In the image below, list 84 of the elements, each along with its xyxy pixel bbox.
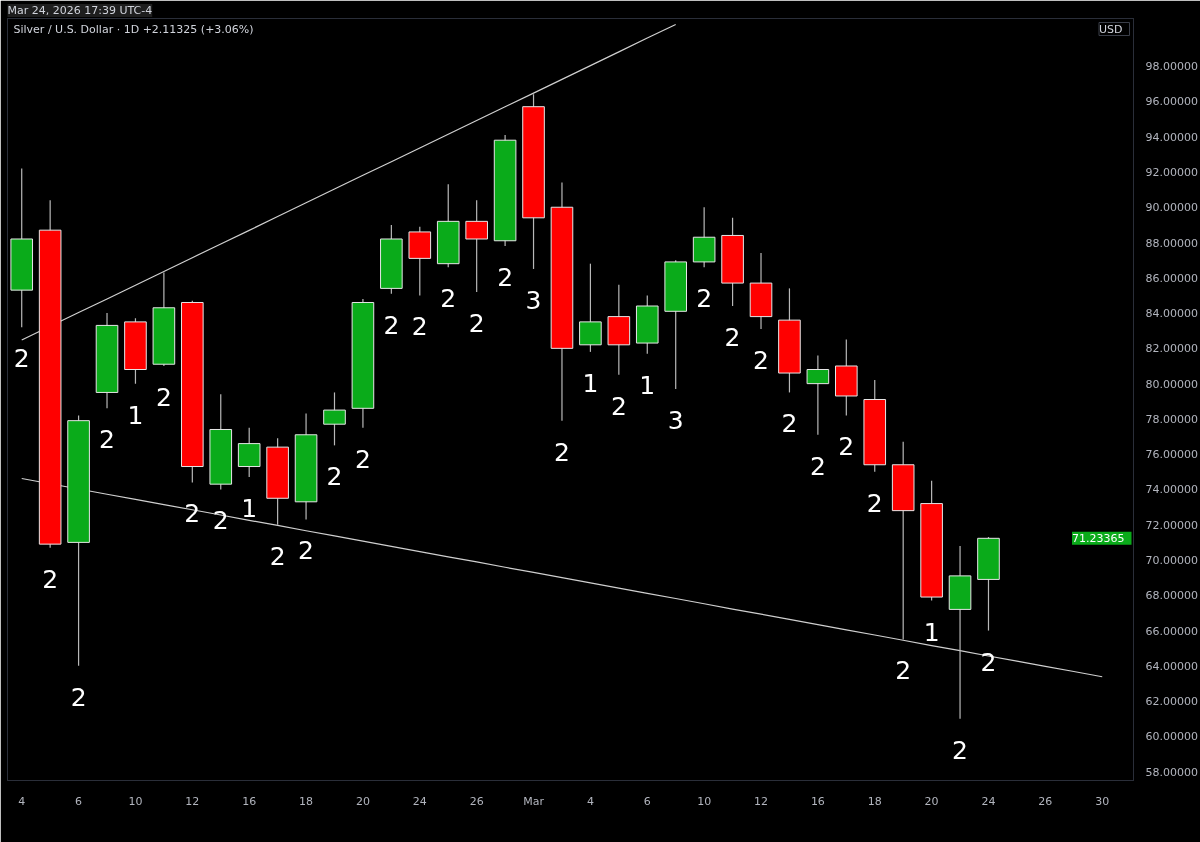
text: 1 bbox=[639, 370, 656, 400]
x-tick-label: 10 bbox=[128, 794, 143, 808]
x-tick-label: Mar bbox=[523, 794, 545, 808]
y-tick-label: 72.00000 bbox=[1145, 518, 1198, 532]
y-axis-title: USD bbox=[1099, 22, 1123, 36]
x-tick-label: 24 bbox=[981, 794, 996, 808]
candlestick bbox=[465, 199, 488, 293]
x-tick-label: 4 bbox=[18, 794, 26, 808]
text: 2 bbox=[554, 437, 570, 467]
text: 2 bbox=[212, 506, 229, 536]
y-tick-label: 86.00000 bbox=[1145, 271, 1198, 285]
text: 2 bbox=[70, 682, 87, 712]
annotation: 71.23365 bbox=[1072, 531, 1125, 545]
chart-title: Silver / U.S. Dollar · 1D +2.11325 (+3.06%) bbox=[13, 22, 254, 36]
y-tick-label: 92.00000 bbox=[1145, 165, 1198, 179]
text: 2 bbox=[269, 541, 286, 571]
x-tick-label: 18 bbox=[867, 794, 882, 808]
text: 3 bbox=[525, 285, 542, 315]
y-tick-label: 82.00000 bbox=[1145, 342, 1198, 356]
text: 2 bbox=[411, 312, 428, 342]
x-tick-label: 16 bbox=[810, 794, 825, 808]
text: 2 bbox=[468, 308, 485, 338]
y-tick-label: 98.00000 bbox=[1145, 60, 1198, 74]
y-tick-label: 96.00000 bbox=[1145, 95, 1198, 109]
text: 2 bbox=[610, 391, 627, 421]
text: 2 bbox=[13, 344, 30, 374]
x-tick-label: 6 bbox=[75, 794, 83, 808]
text: 1 bbox=[127, 400, 144, 430]
x-tick-label: 4 bbox=[586, 794, 594, 808]
text: 2 bbox=[838, 432, 855, 462]
text: 2 bbox=[383, 310, 400, 340]
chart-subtitle: Mar 24, 2026 17:39 UTC-4 bbox=[7, 4, 153, 17]
text: 1 bbox=[923, 617, 940, 647]
text: 2 bbox=[298, 536, 315, 566]
y-tick-label: 68.00000 bbox=[1145, 589, 1198, 603]
candlestick bbox=[579, 263, 602, 353]
x-tick-label: 6 bbox=[643, 794, 651, 808]
x-tick-label: 20 bbox=[355, 794, 370, 808]
text: 2 bbox=[42, 564, 59, 594]
y-tick-label: 78.00000 bbox=[1145, 412, 1198, 426]
y-tick-label: 60.00000 bbox=[1145, 730, 1198, 744]
y-tick-label: 66.00000 bbox=[1145, 624, 1198, 638]
text: 2 bbox=[354, 444, 371, 474]
x-tick-label: 26 bbox=[1038, 794, 1053, 808]
text: 2 bbox=[326, 462, 343, 492]
text: 2 bbox=[866, 488, 883, 518]
y-tick-label: 58.00000 bbox=[1145, 765, 1198, 779]
y-tick-label: 70.00000 bbox=[1145, 554, 1198, 568]
x-tick-label: 12 bbox=[185, 794, 200, 808]
text: 2 bbox=[497, 263, 514, 293]
candlestick bbox=[323, 391, 346, 446]
y-tick-label: 74.00000 bbox=[1145, 483, 1198, 497]
text: 2 bbox=[440, 284, 457, 314]
text: 2 bbox=[753, 345, 769, 375]
x-tick-label: 30 bbox=[1095, 794, 1110, 808]
text: 2 bbox=[809, 451, 826, 481]
text: 2 bbox=[781, 409, 798, 439]
text: 2 bbox=[952, 735, 968, 765]
text: 2 bbox=[99, 425, 115, 455]
text: 1 bbox=[582, 368, 599, 398]
x-tick-label: 12 bbox=[754, 794, 769, 808]
y-tick-label: 76.00000 bbox=[1145, 448, 1198, 462]
x-tick-label: 18 bbox=[299, 794, 314, 808]
text: 1 bbox=[241, 494, 258, 524]
x-tick-label: 24 bbox=[412, 794, 427, 808]
text: 2 bbox=[980, 647, 997, 677]
text: 2 bbox=[155, 382, 172, 412]
x-tick-label: 26 bbox=[469, 794, 484, 808]
y-tick-label: 90.00000 bbox=[1145, 201, 1198, 215]
x-tick-label: 20 bbox=[924, 794, 939, 808]
x-tick-label: 16 bbox=[242, 794, 257, 808]
candlestick bbox=[237, 427, 261, 478]
text: 2 bbox=[696, 284, 713, 314]
x-tick-label: 10 bbox=[697, 794, 712, 808]
y-tick-label: 80.00000 bbox=[1145, 377, 1198, 391]
text: 3 bbox=[667, 405, 684, 435]
y-tick-label: 62.00000 bbox=[1145, 695, 1198, 709]
y-tick-label: 88.00000 bbox=[1145, 236, 1198, 250]
candlestick bbox=[806, 354, 830, 436]
text: 2 bbox=[895, 656, 912, 686]
y-tick-label: 94.00000 bbox=[1145, 130, 1198, 144]
text: 2 bbox=[724, 323, 741, 353]
y-tick-label: 64.00000 bbox=[1145, 659, 1198, 673]
y-tick-label: 84.00000 bbox=[1145, 307, 1198, 321]
